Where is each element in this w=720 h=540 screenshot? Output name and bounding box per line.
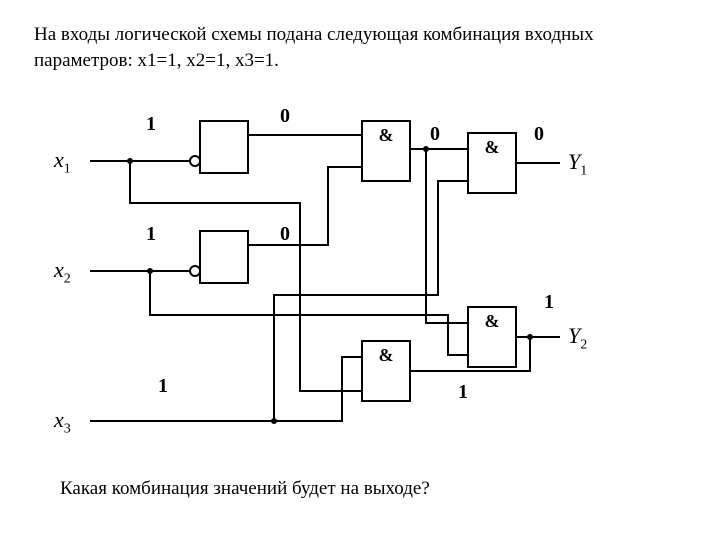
output-label-y1: Y1 — [568, 149, 587, 179]
wire-x2-to-andy2 — [150, 271, 468, 355]
value-y2: 1 — [544, 291, 554, 314]
logic-diagram: & & & & — [60, 95, 620, 455]
value-and-top: 0 — [430, 123, 440, 146]
circuit-svg: & & & & — [60, 95, 620, 455]
and-symbol-2: & — [379, 345, 394, 365]
input-label-x2: x2 — [54, 257, 71, 287]
value-x3: 1 — [158, 375, 168, 398]
value-not-x2: 0 — [280, 223, 290, 246]
not-bubble-2 — [190, 266, 200, 276]
question-text: Какая комбинация значений будет на выход… — [60, 478, 430, 500]
not-gate-2 — [200, 231, 248, 283]
and-symbol-y1: & — [485, 137, 500, 157]
value-not-x1: 0 — [280, 105, 290, 128]
value-x1: 1 — [146, 113, 156, 136]
wire-not2-to-and1 — [248, 167, 362, 245]
output-label-y2: Y2 — [568, 323, 587, 353]
and-symbol-y2: & — [485, 311, 500, 331]
wire-x3 — [90, 357, 362, 421]
not-gate-1 — [200, 121, 248, 173]
not-bubble-1 — [190, 156, 200, 166]
input-label-x3: x3 — [54, 407, 71, 437]
title-text: На входы логической схемы подана следующ… — [34, 22, 694, 73]
value-and-bottom: 1 — [458, 381, 468, 404]
value-y1: 0 — [534, 123, 544, 146]
page: На входы логической схемы подана следующ… — [0, 0, 720, 540]
value-x2: 1 — [146, 223, 156, 246]
and-symbol-1: & — [379, 125, 394, 145]
input-label-x1: x1 — [54, 147, 71, 177]
wire-and1-to-andy2 — [426, 149, 468, 323]
